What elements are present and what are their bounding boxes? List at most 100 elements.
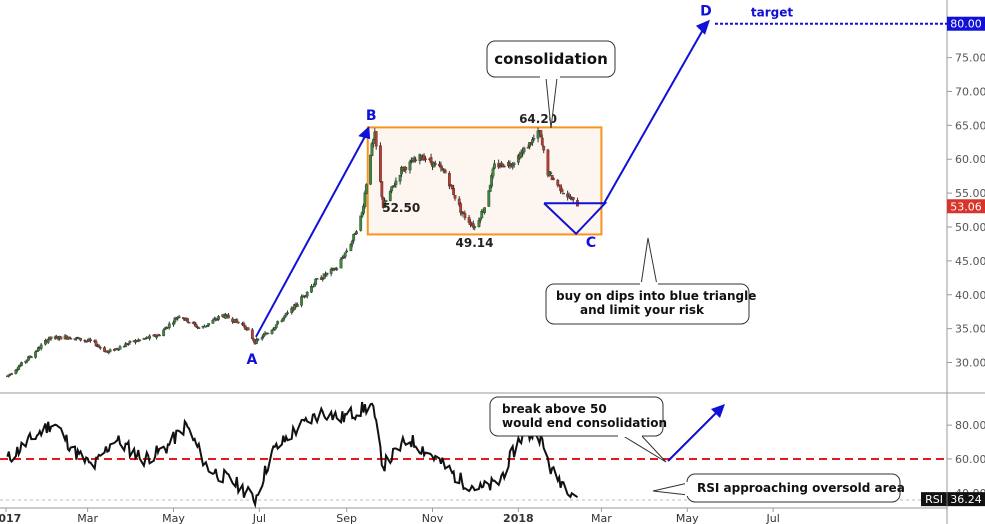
rsi-tag-name: RSI [925,493,943,506]
point-c-label: C [586,235,596,251]
arrow-a-to-b [255,135,367,338]
candle-up [174,318,178,320]
candle-up [345,250,349,253]
candle-down [79,338,83,341]
candle-down [69,338,73,340]
candle-down [424,158,427,160]
candle-up [343,252,347,257]
candle-down [502,165,506,168]
candle-down [89,339,92,342]
x-tick-label: Sep [336,512,357,524]
candle-up [398,174,402,182]
candle-up [34,351,37,358]
candle-down [549,172,553,174]
break-callout-line2: would end consolidation [502,416,667,430]
candle-up [283,315,287,318]
x-tick-label: 2017 [0,512,21,524]
candle-up [295,304,299,307]
candle-up [217,316,220,320]
price-axis-ticks: 30.00 35.00 40.00 45.00 50.00 55.00 60.00 65.00… [947,18,985,370]
candle-down [97,345,101,347]
candle-up [256,338,260,341]
candle-up [480,211,484,219]
break-callout-line1: break above 50 [502,402,607,416]
candle-down [98,346,102,349]
rsi-break-arrow [667,410,719,462]
candle-down [471,223,475,228]
level-high-label: 64.20 [519,112,557,126]
candle-up [108,349,112,352]
candle-up [162,329,166,337]
candle-up [342,256,346,259]
candle-down [529,143,533,145]
candle-up [370,143,374,156]
candle-down [526,147,530,149]
target-price-tag-text: 80.00 [950,18,982,31]
candle-up [384,200,388,202]
rsi-value-tag: RSI 36.24 [921,492,985,507]
x-tick-label: Jul [765,512,779,524]
last-price-tag-text: 53.06 [950,200,982,213]
candle-up [536,130,540,139]
arrow-c-to-d [603,29,704,204]
candle-up [394,180,398,185]
candle-down [181,317,185,320]
candle-down [552,178,555,180]
level-low-dec-label: 49.14 [456,236,494,250]
callout-join-cover [540,75,560,79]
candle-up [350,240,354,245]
candle-up [310,286,313,293]
candle-down [556,179,560,186]
candle-up [369,154,372,185]
target-price-tag-box [947,16,985,31]
candle-down [469,221,472,225]
candle-up [207,323,211,326]
oversold-callout-pointer [652,482,689,496]
candle-down [226,314,230,319]
price-tick-label: 65.00 [955,119,985,132]
target-label: target [751,6,793,20]
price-tick-label: 70.00 [955,85,985,98]
candle-up [522,147,526,153]
candle-down [457,198,461,206]
candle-down [231,318,235,323]
oversold-callout-join-cover [685,482,689,496]
rsi-tick-label: 80.00 [955,419,985,432]
candle-down [562,192,565,195]
price-tick-label: 40.00 [955,289,985,302]
candles [6,127,579,378]
candle-down [94,341,98,346]
candle-down [235,319,239,322]
candle-down [560,189,564,193]
last-price-tag: 53.06 [947,199,985,214]
candle-up [281,317,285,322]
rsi-value-tag-box [921,492,985,507]
candle-up [478,218,482,221]
candle-down [158,334,161,337]
rsi-break-arrow-head [711,404,725,418]
candle-up [483,207,486,213]
candle-up [255,339,258,344]
candle-down [49,336,53,339]
candle-down [459,203,463,213]
candle-up [352,234,356,241]
candle-up [477,220,481,227]
candle-up [305,292,309,297]
buy-callout-pointer [640,237,658,286]
candle-up [490,175,494,187]
price-tick-label: 30.00 [955,357,985,370]
candle-up [172,322,175,325]
candle-up [335,268,339,270]
candle-up [449,184,453,186]
candle-down [452,188,456,195]
price-tick-label: 50.00 [955,221,985,234]
candle-up [270,329,274,334]
candle-down [540,137,544,146]
candle-down [571,197,575,200]
candle-up [512,163,516,165]
candle-down [453,195,457,199]
candle-up [355,231,358,235]
candle-up [567,195,571,197]
candle-up [408,161,412,171]
